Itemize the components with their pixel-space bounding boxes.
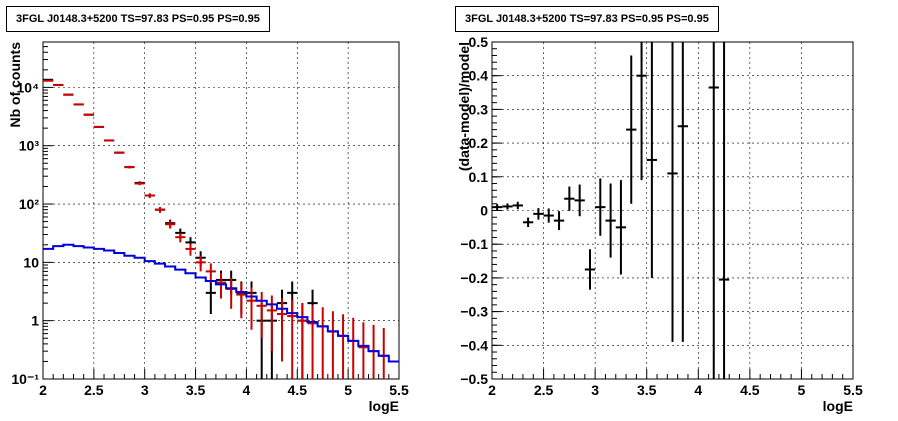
x-tick-label: 4 — [243, 382, 251, 398]
x-axis-label: logE — [369, 398, 399, 414]
y-tick-label: −0.2 — [460, 270, 488, 286]
y-tick-label: 10³ — [19, 138, 40, 154]
x-tick-label: 2.5 — [84, 382, 104, 398]
residuals-panel: 3FGL J0148.3+5200 TS=97.83 PS=0.95 PS=0.… — [449, 0, 898, 421]
counts-chart: 2 2.5 3 3.5 4 4.5 5 5.5 10⁻¹ 1 10 10² 10³ 10⁴ logE Nb o… — [7, 41, 409, 414]
x-tick-label: 4 — [694, 382, 702, 398]
y-tick-label: −0.1 — [460, 236, 488, 252]
x-tick-label: 2 — [488, 382, 496, 398]
x-tick-label: 4.5 — [288, 382, 308, 398]
y-tick-label: 1 — [31, 313, 39, 329]
y-axis-label: (data-model)/model — [456, 42, 472, 171]
x-tick-label: 3.5 — [637, 382, 657, 398]
x-tick-label: 3 — [141, 382, 149, 398]
counts-title: 3FGL J0148.3+5200 TS=97.83 PS=0.95 PS=0.… — [6, 6, 270, 32]
y-tick-label: 0.2 — [469, 135, 489, 151]
residuals-title: 3FGL J0148.3+5200 TS=97.83 PS=0.95 PS=0.… — [455, 6, 719, 32]
y-tick-label: 10⁻¹ — [11, 371, 39, 387]
y-tick-label: 0.5 — [469, 34, 489, 50]
x-tick-label: 5.5 — [389, 382, 409, 398]
y-tick-label: 0.1 — [469, 169, 489, 185]
x-tick-label: 3.5 — [186, 382, 206, 398]
plot-frame — [42, 41, 400, 380]
y-tick-label: 10⁴ — [17, 79, 40, 95]
y-tick-label: −0.5 — [460, 371, 488, 387]
y-tick-label: 10 — [23, 254, 39, 270]
x-tick-label: 2.5 — [534, 382, 554, 398]
x-tick-label: 5 — [798, 382, 806, 398]
y-tick-label: 0.3 — [469, 101, 489, 117]
residuals-chart: 2 2.5 3 3.5 4 4.5 5 5.5 −0.5 −0.4 −0.3 −0.2 −0.1 0 0.1… — [456, 34, 863, 414]
x-tick-label: 5 — [344, 382, 352, 398]
x-axis-label: logE — [823, 398, 853, 414]
x-tick-label: 5.5 — [843, 382, 863, 398]
x-tick-label: 4.5 — [740, 382, 760, 398]
y-tick-label: 0.4 — [469, 68, 489, 84]
x-tick-label: 2 — [39, 382, 47, 398]
x-tick-label: 3 — [591, 382, 599, 398]
counts-panel: 3FGL J0148.3+5200 TS=97.83 PS=0.95 PS=0.… — [6, 6, 409, 414]
y-tick-label: 0 — [480, 203, 488, 219]
y-tick-label: 10² — [19, 196, 40, 212]
y-tick-label: −0.3 — [460, 304, 488, 320]
y-tick-label: −0.4 — [460, 337, 488, 353]
y-axis-label: Nb of counts — [7, 42, 23, 128]
model-histogram-line — [43, 243, 399, 363]
